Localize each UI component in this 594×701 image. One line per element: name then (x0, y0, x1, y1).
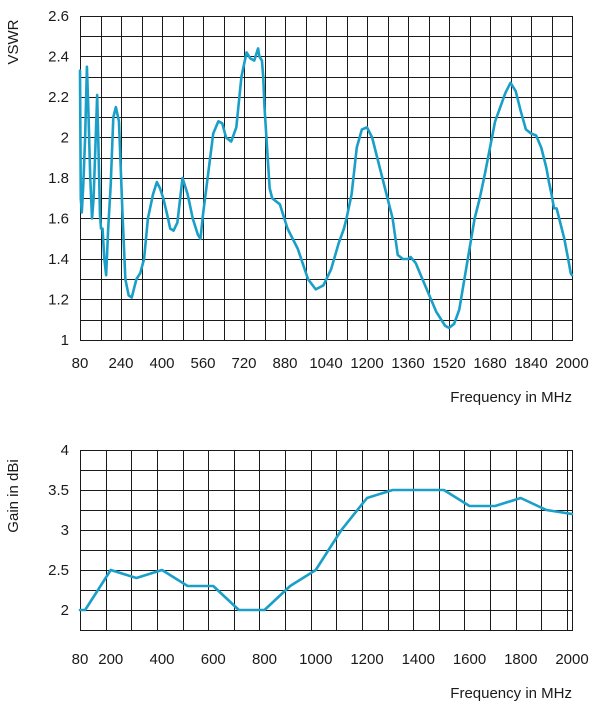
gain-x-tick-label: 600 (201, 651, 226, 668)
vswr-y-tick-label: 2.2 (48, 89, 69, 106)
vswr-y-tick-label: 2 (61, 130, 69, 147)
vswr-x-axis-title: Frequency in MHz (450, 389, 572, 406)
vswr-x-tick-label: 720 (231, 355, 256, 372)
gain-x-tick-label: 80 (72, 651, 89, 668)
gain-x-tick-label: 1800 (504, 651, 537, 668)
vswr-y-tick-label: 1 (61, 332, 69, 349)
gain-x-tick-label: 1000 (299, 651, 332, 668)
gain-y-tick-label: 4 (61, 442, 69, 459)
gain-x-tick-label: 200 (98, 651, 123, 668)
gain-plot-frame (79, 449, 574, 632)
vswr-y-tick-label: 1.6 (48, 211, 69, 228)
vswr-y-tick-label: 2.4 (48, 49, 69, 66)
vswr-x-tick-label: 1360 (391, 355, 424, 372)
vswr-y-axis-title: VSWR (5, 19, 22, 64)
gain-y-tick-label: 2.5 (48, 562, 69, 579)
gain-grid (80, 450, 572, 630)
vswr-y-tick-label: 2.6 (48, 8, 69, 25)
vswr-x-tick-label: 1680 (473, 355, 506, 372)
vswr-y-tick-label: 1.2 (48, 292, 69, 309)
gain-y-tick-label: 3.5 (48, 482, 69, 499)
vswr-x-tick-label: 400 (149, 355, 174, 372)
gain-x-tick-label: 400 (149, 651, 174, 668)
vswr-x-tick-label: 2000 (555, 355, 588, 372)
vswr-y-tick-label: 1.4 (48, 251, 69, 268)
vswr-series-line (78, 47, 574, 330)
gain-x-tick-label: 1600 (453, 651, 486, 668)
vswr-x-tick-label: 240 (108, 355, 133, 372)
gain-x-tick-label: 2000 (555, 651, 588, 668)
vswr-x-tick-label: 1840 (514, 355, 547, 372)
gain-y-axis-title: Gain in dBi (5, 459, 22, 532)
gain-x-tick-label: 800 (252, 651, 277, 668)
gain-x-axis-title: Frequency in MHz (450, 685, 572, 701)
gain-y-tick-label: 2 (61, 602, 69, 619)
vswr-y-tick-label: 1.8 (48, 170, 69, 187)
gain-x-tick-label: 1400 (402, 651, 435, 668)
vswr-grid (80, 16, 572, 340)
vswr-x-tick-label: 1520 (432, 355, 465, 372)
gain-chart: 80 200 400 600 800 1000 1200 1400 1600 1800 2000 2 2… (5, 442, 589, 701)
gain-y-tick-label: 3 (61, 522, 69, 539)
vswr-x-tick-label: 560 (190, 355, 215, 372)
gain-series-line (78, 488, 574, 612)
vswr-x-tick-label: 1040 (309, 355, 342, 372)
vswr-chart: 80 240 400 560 720 880 1040 1200 1360 1520 1680 184… (5, 8, 589, 406)
vswr-x-tick-label: 1200 (350, 355, 383, 372)
vswr-x-tick-label: 880 (272, 355, 297, 372)
gain-x-tick-label: 1200 (350, 651, 383, 668)
vswr-x-tick-label: 80 (72, 355, 89, 372)
